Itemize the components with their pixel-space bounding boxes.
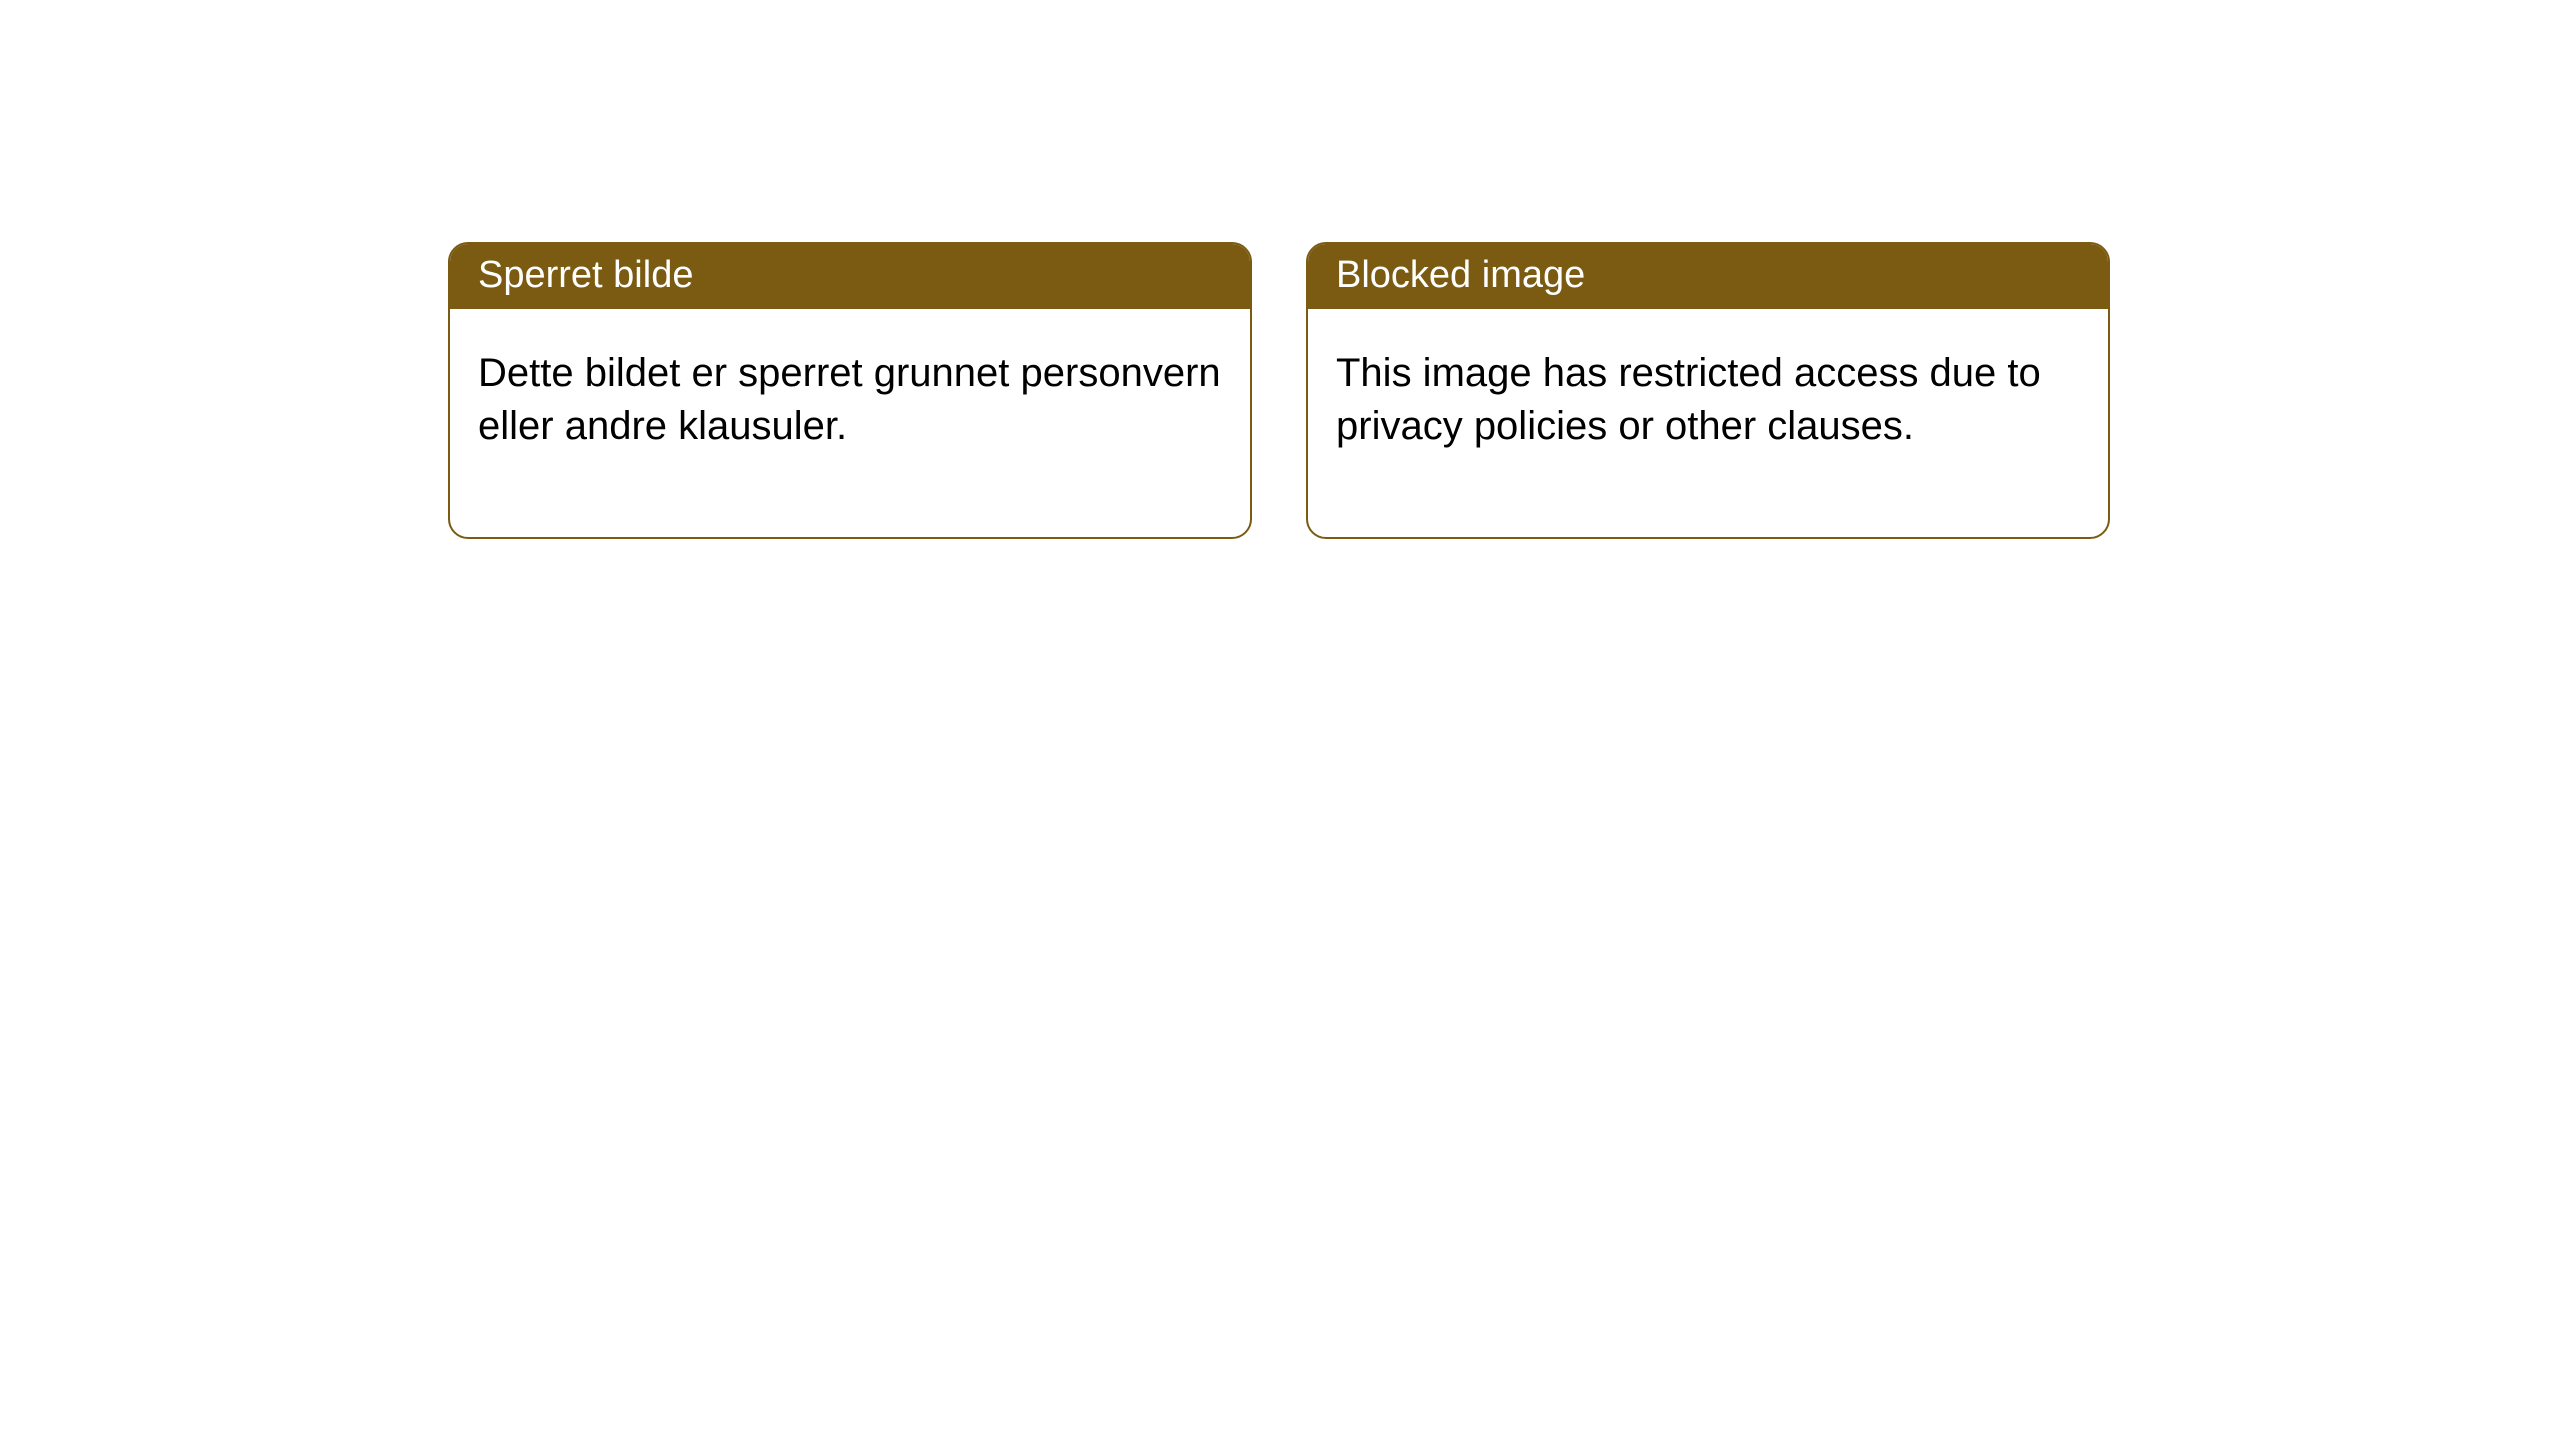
- notice-card-body: This image has restricted access due to …: [1308, 309, 2108, 537]
- notice-container: Sperret bilde Dette bildet er sperret gr…: [0, 0, 2560, 539]
- notice-card-body: Dette bildet er sperret grunnet personve…: [450, 309, 1250, 537]
- notice-card-header: Sperret bilde: [450, 244, 1250, 309]
- notice-message: Dette bildet er sperret grunnet personve…: [478, 351, 1221, 448]
- notice-card-english: Blocked image This image has restricted …: [1306, 242, 2110, 539]
- notice-message: This image has restricted access due to …: [1336, 351, 2041, 448]
- notice-title: Blocked image: [1336, 254, 1585, 296]
- notice-title: Sperret bilde: [478, 254, 693, 296]
- notice-card-header: Blocked image: [1308, 244, 2108, 309]
- notice-card-norwegian: Sperret bilde Dette bildet er sperret gr…: [448, 242, 1252, 539]
